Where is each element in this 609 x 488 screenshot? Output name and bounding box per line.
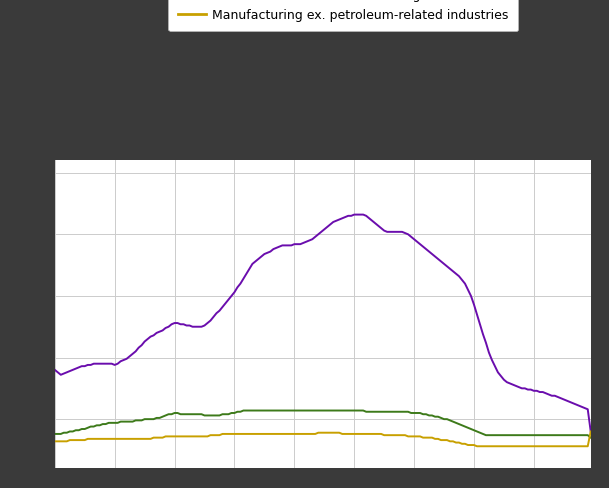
Legend: Manufacturing, Petroleum-related manufacturing, Manufacturing ex. petroleum-rela: Manufacturing, Petroleum-related manufac…: [168, 0, 518, 32]
